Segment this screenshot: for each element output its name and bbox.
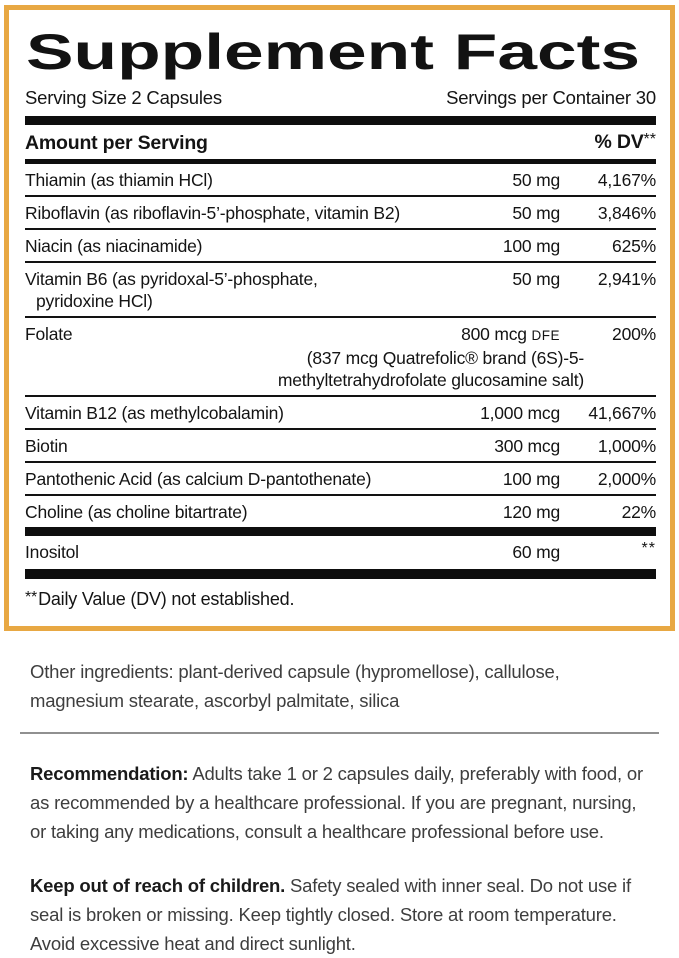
nutrient-amount: 60 mg: [512, 542, 560, 562]
nutrient-name: Inositol: [25, 542, 79, 562]
dfe-unit-label: DFE: [531, 328, 560, 343]
label-lower-text: Other ingredients: plant-derived capsule…: [0, 657, 679, 958]
nutrient-dv: 22%: [621, 502, 657, 522]
table-row: Vitamin B6 (as pyridoxal-5’-phosphate, p…: [25, 263, 656, 318]
folate-detail-line: methyltetrahydrofolate glucosamine salt): [277, 370, 584, 390]
nutrient-amount: 50 mg: [512, 170, 560, 190]
nutrient-amount: 50 mg: [512, 269, 560, 289]
nutrient-amount: 1,000 mcg: [480, 403, 560, 423]
nutrient-dv: 4,167%: [597, 170, 656, 190]
table-row: Riboflavin (as riboflavin-5’-phosphate, …: [25, 197, 656, 230]
nutrient-name: Vitamin B12 (as methylcobalamin): [25, 403, 284, 423]
amount-per-serving-header: Amount per Serving: [25, 132, 208, 154]
recommendation-lead: Recommendation:: [30, 763, 189, 784]
dv-footnote: **Daily Value (DV) not established.: [25, 589, 295, 609]
nutrient-dv: 2,941%: [597, 269, 656, 289]
table-row: Thiamin (as thiamin HCl) 50 mg 4,167%: [25, 164, 656, 197]
nutrient-dv: 625%: [612, 236, 656, 256]
nutrient-name: Biotin: [25, 436, 68, 456]
table-row: Folate 800 mcg DFE 200% (837 mcg Quatref…: [25, 318, 656, 397]
nutrient-name: Thiamin (as thiamin HCl): [25, 170, 213, 190]
table-row: Biotin 300 mcg 1,000%: [25, 430, 656, 463]
serving-row: Serving Size 2 Capsules Servings per Con…: [25, 87, 656, 109]
nutrient-name: Riboflavin (as riboflavin-5’-phosphate, …: [25, 203, 400, 223]
thick-divider-bar: [25, 116, 656, 125]
nutrient-name: Folate: [25, 324, 73, 344]
nutrient-amount: 300 mcg: [494, 436, 560, 456]
footnote-marker: **: [25, 589, 38, 606]
thick-divider-bar: [25, 527, 656, 536]
table-row: Niacin (as niacinamide) 100 mg 625%: [25, 230, 656, 263]
recommendation-text: Recommendation: Adults take 1 or 2 capsu…: [30, 763, 643, 842]
serving-size-label: Serving Size 2 Capsules: [25, 87, 222, 108]
caution-lead: Keep out of reach of children.: [30, 875, 286, 896]
servings-per-container-label: Servings per Container 30: [446, 87, 656, 108]
other-ingredients-text: Other ingredients: plant-derived capsule…: [30, 661, 560, 711]
dv-header: % DV**: [594, 131, 657, 153]
nutrient-name: Vitamin B6 (as pyridoxal-5’-phosphate, p…: [25, 269, 318, 311]
nutrient-amount: 100 mg: [502, 236, 560, 256]
nutrient-dv: 200%: [612, 324, 656, 344]
nutrient-name: Pantothenic Acid (as calcium D-pantothen…: [25, 469, 372, 489]
table-row: Vitamin B12 (as methylcobalamin) 1,000 m…: [25, 397, 656, 430]
medium-divider-bar: [25, 159, 656, 164]
page-title: Supplement Facts: [26, 24, 640, 80]
nutrient-name: Choline (as choline bitartrate): [25, 502, 248, 522]
section-divider: [20, 732, 659, 734]
table-row: Pantothenic Acid (as calcium D-pantothen…: [25, 463, 656, 496]
nutrient-dv: 3,846%: [597, 203, 656, 223]
nutrient-amount: 100 mg: [502, 469, 560, 489]
table-row: Choline (as choline bitartrate) 120 mg 2…: [25, 496, 656, 527]
nutrient-dv: 1,000%: [597, 436, 656, 456]
nutrient-dv: **: [560, 540, 656, 565]
thick-divider-bar: [25, 569, 656, 579]
table-header-row: Amount per Serving % DV**: [25, 125, 656, 159]
nutrient-dv: 2,000%: [597, 469, 656, 489]
nutrient-name: Niacin (as niacinamide): [25, 236, 203, 256]
caution-text: Keep out of reach of children. Safety se…: [30, 875, 631, 954]
supplement-facts-title: Supplement Facts: [26, 24, 640, 80]
nutrient-amount: 50 mg: [512, 203, 560, 223]
nutrient-amount: 800 mcg DFE: [461, 324, 560, 344]
table-row: Inositol 60 mg **: [25, 536, 656, 569]
nutrient-dv: 41,667%: [588, 403, 656, 423]
supplement-facts-panel: Supplement Facts Serving Size 2 Capsules…: [4, 5, 675, 631]
no-dv-marker: **: [641, 540, 656, 557]
nutrient-amount: 120 mg: [502, 502, 560, 522]
folate-detail-line: (837 mcg Quatrefolic® brand (6S)-5-: [306, 348, 584, 368]
dv-footnote-marker: **: [643, 131, 656, 148]
